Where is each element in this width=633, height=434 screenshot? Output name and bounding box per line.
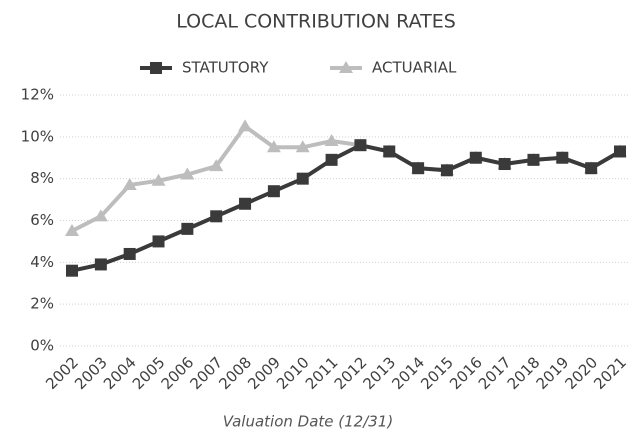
marker xyxy=(151,173,166,186)
y-tick-label: 4% xyxy=(30,253,54,271)
x-tick-label: 2005 xyxy=(129,353,169,393)
x-tick-label: 2016 xyxy=(446,353,486,393)
x-axis-label: Valuation Date (12/31) xyxy=(223,413,393,431)
marker xyxy=(93,209,108,222)
marker xyxy=(209,159,224,172)
marker xyxy=(469,151,482,164)
y-tick-label: 8% xyxy=(30,169,54,187)
x-tick-label: 2017 xyxy=(475,353,515,393)
marker xyxy=(527,153,540,166)
x-tick-label: 2020 xyxy=(561,353,601,393)
y-tick-label: 6% xyxy=(30,211,54,229)
marker xyxy=(122,177,137,190)
x-tick-label: 2018 xyxy=(504,353,544,393)
marker xyxy=(295,140,310,153)
marker xyxy=(324,134,339,147)
legend-label: STATUTORY xyxy=(182,59,269,77)
marker xyxy=(65,223,79,236)
marker xyxy=(585,162,598,175)
marker xyxy=(94,258,107,271)
marker xyxy=(181,222,194,235)
x-tick-label: 2019 xyxy=(533,353,573,393)
y-tick-label: 2% xyxy=(30,295,54,313)
marker xyxy=(412,162,425,175)
x-tick-label: 2002 xyxy=(42,353,82,393)
marker xyxy=(354,139,367,152)
marker xyxy=(556,151,569,164)
marker xyxy=(66,264,78,277)
x-tick-label: 2004 xyxy=(100,353,140,393)
marker xyxy=(440,164,453,177)
x-tick-label: 2009 xyxy=(244,353,284,393)
marker xyxy=(210,210,223,223)
x-tick-label: 2014 xyxy=(388,353,428,393)
x-tick-label: 2021 xyxy=(590,353,630,393)
marker xyxy=(267,185,280,198)
legend-label: ACTUARIAL xyxy=(372,59,457,77)
x-tick-label: 2012 xyxy=(331,353,371,393)
y-tick-label: 12% xyxy=(21,86,54,104)
marker xyxy=(150,62,162,74)
marker xyxy=(239,197,252,210)
marker xyxy=(180,167,195,180)
x-tick-label: 2006 xyxy=(158,353,198,393)
marker xyxy=(339,61,353,73)
marker xyxy=(266,140,281,153)
x-tick-label: 2003 xyxy=(71,353,111,393)
marker xyxy=(152,235,165,248)
marker xyxy=(296,172,309,185)
marker xyxy=(238,119,253,132)
x-tick-label: 2015 xyxy=(417,353,457,393)
x-tick-label: 2010 xyxy=(273,353,313,393)
marker xyxy=(383,145,396,158)
chart-title: LOCAL CONTRIBUTION RATES xyxy=(176,11,456,33)
x-tick-label: 2013 xyxy=(360,353,400,393)
marker xyxy=(325,153,338,166)
x-tick-label: 2008 xyxy=(215,353,255,393)
marker xyxy=(614,145,626,158)
y-tick-label: 10% xyxy=(21,127,54,145)
x-tick-label: 2007 xyxy=(186,353,226,393)
marker xyxy=(123,247,136,260)
y-tick-label: 0% xyxy=(30,337,54,355)
marker xyxy=(498,158,511,171)
x-tick-label: 2011 xyxy=(302,353,342,393)
